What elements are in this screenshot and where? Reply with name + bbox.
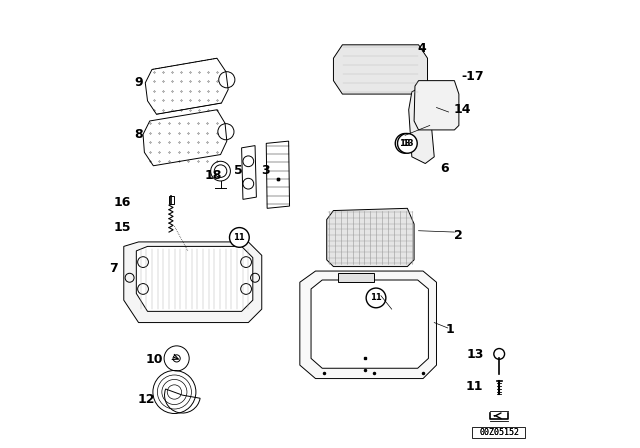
- Polygon shape: [333, 45, 428, 94]
- Polygon shape: [409, 90, 435, 164]
- Text: 16: 16: [113, 196, 131, 209]
- Text: 00Z05152: 00Z05152: [479, 428, 519, 437]
- Bar: [338, 273, 374, 282]
- Text: 13: 13: [401, 139, 413, 148]
- Bar: [472, 427, 525, 438]
- Circle shape: [396, 134, 415, 153]
- Polygon shape: [124, 242, 262, 323]
- Text: 8: 8: [134, 128, 143, 141]
- Text: 2: 2: [454, 228, 462, 242]
- Polygon shape: [136, 246, 253, 311]
- Bar: [168, 196, 174, 204]
- Text: 3: 3: [261, 164, 269, 177]
- Text: 13: 13: [466, 348, 484, 362]
- Circle shape: [230, 228, 249, 247]
- Text: 15: 15: [113, 221, 131, 234]
- Text: 11: 11: [234, 233, 245, 242]
- Circle shape: [397, 134, 417, 153]
- Text: 11: 11: [370, 293, 382, 302]
- Polygon shape: [327, 208, 414, 267]
- Text: 14: 14: [454, 103, 471, 116]
- Circle shape: [366, 288, 386, 308]
- Text: 9: 9: [134, 76, 143, 90]
- Text: 11: 11: [466, 379, 484, 393]
- Text: 1: 1: [445, 323, 454, 336]
- Text: 7: 7: [109, 262, 117, 276]
- Text: 00Z05152: 00Z05152: [479, 428, 519, 437]
- Polygon shape: [414, 81, 459, 130]
- Text: 10: 10: [145, 353, 163, 366]
- Text: 12: 12: [138, 393, 155, 406]
- Text: 13: 13: [399, 139, 411, 148]
- Polygon shape: [300, 271, 436, 379]
- Text: 18: 18: [205, 169, 222, 182]
- Text: 4: 4: [418, 42, 426, 55]
- Text: 5: 5: [234, 164, 243, 177]
- Polygon shape: [311, 280, 428, 368]
- Text: 6: 6: [440, 161, 449, 175]
- Text: -17: -17: [461, 69, 484, 83]
